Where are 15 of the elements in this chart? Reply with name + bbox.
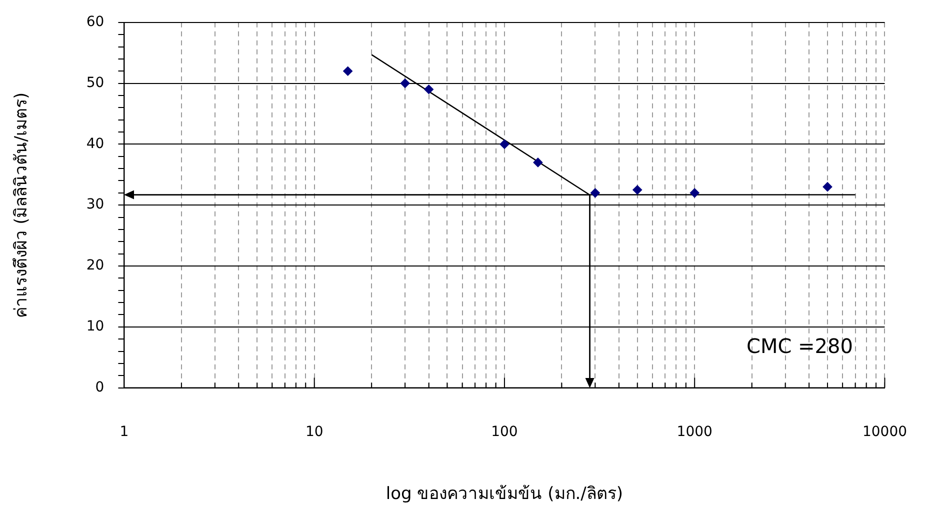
y-tick-label: 0	[95, 379, 104, 396]
x-tick-label: 10	[305, 424, 324, 440]
x-tick-label: 10000	[862, 424, 908, 440]
x-axis-title: log ของความเข้มข้น (มก./ลิตร)	[386, 484, 624, 504]
x-tick-label: 100	[491, 424, 518, 440]
y-tick-label: 10	[86, 318, 104, 335]
y-tick-label: 50	[86, 74, 104, 91]
annotation: CMC =280	[746, 334, 853, 358]
y-axis-title: ค่าแรงตึงผิว (มิลลินิวตัน/เมตร)	[12, 92, 32, 318]
y-tick-label: 60	[86, 14, 104, 30]
x-tick-label: 1	[120, 424, 129, 440]
y-tick-label: 20	[86, 258, 104, 274]
y-tick-label: 30	[86, 196, 104, 213]
y-tick-label: 40	[86, 136, 104, 152]
x-tick-label: 1000	[676, 424, 712, 440]
